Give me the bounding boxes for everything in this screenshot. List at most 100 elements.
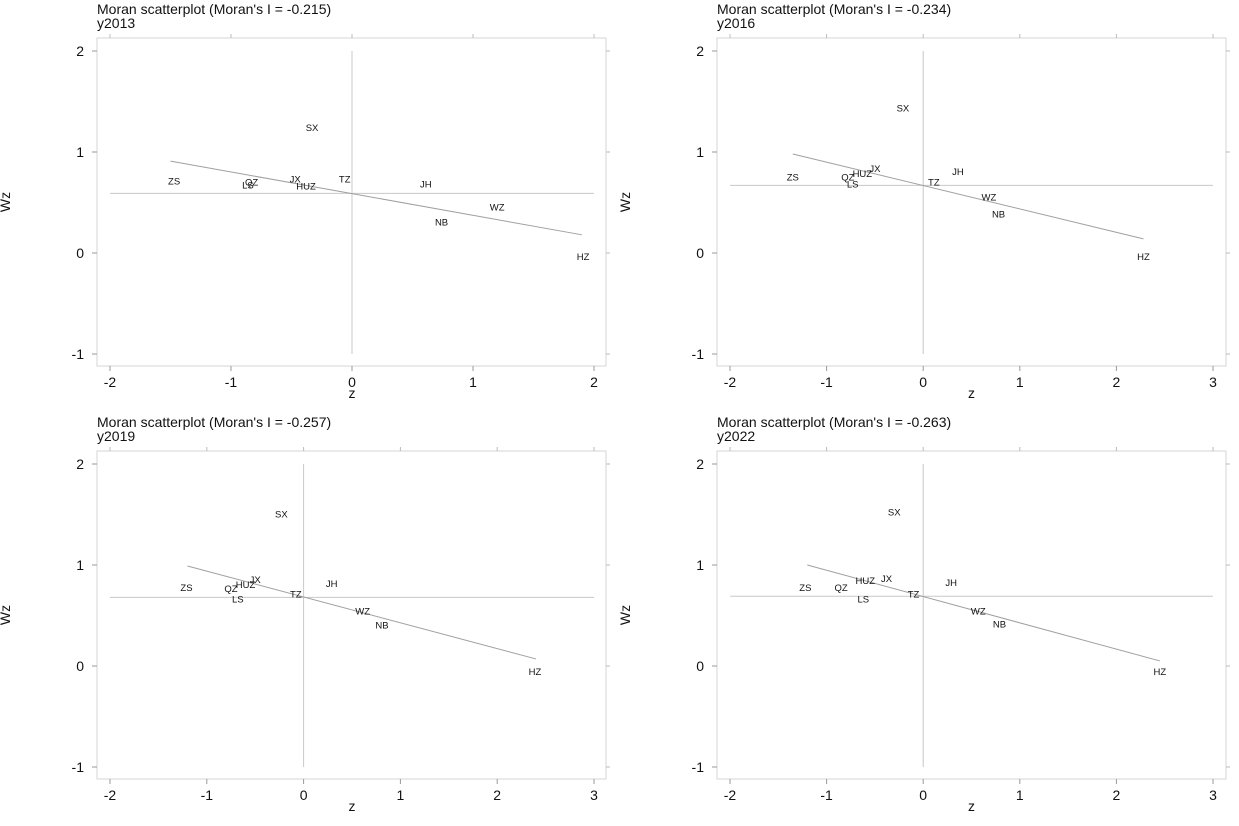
y-tick-label: 1: [76, 557, 84, 573]
x-tick-label: -1: [820, 787, 833, 803]
point-label-zs: ZS: [168, 176, 180, 187]
x-axis-title: z: [349, 798, 356, 814]
point-label-zs: ZS: [799, 583, 811, 594]
scatterplot-panel-2016: Moran scatterplot (Moran's I = -0.234) y…: [617, 0, 1239, 413]
x-tick-label: 1: [1016, 787, 1024, 803]
fit-line: [792, 153, 1144, 240]
point-label-zs: ZS: [787, 172, 799, 183]
point-label-jh: JH: [326, 579, 338, 590]
y-tick-label: 1: [76, 144, 84, 160]
y-axis-title: Wz: [617, 605, 633, 625]
point-label-wz: WZ: [355, 606, 370, 617]
x-tick-label: 0: [300, 787, 308, 803]
x-tick-label: 3: [1209, 374, 1217, 390]
fit-line: [187, 565, 537, 660]
y-tick-label: 1: [696, 144, 704, 160]
point-label-nb: NB: [375, 621, 388, 632]
y-tick-label: 2: [696, 43, 704, 59]
point-label-qz: QZ: [245, 177, 258, 188]
plot-frame: [716, 450, 1227, 780]
y-tick-label: -1: [692, 346, 705, 362]
x-tick-label: -1: [820, 374, 833, 390]
x-axis-title: z: [968, 798, 975, 814]
y-tick-label: -1: [692, 759, 705, 775]
x-tick-label: -2: [104, 787, 117, 803]
point-label-nb: NB: [435, 218, 448, 229]
y-axis-title: Wz: [0, 605, 13, 625]
x-axis-title: z: [349, 385, 356, 401]
point-label-jx: JX: [250, 575, 262, 586]
plot-frame: [716, 37, 1227, 367]
x-tick-label: 0: [919, 787, 927, 803]
point-label-ls: LS: [242, 180, 254, 191]
x-tick-label: 1: [1016, 374, 1024, 390]
scatterplot-panel-2019: Moran scatterplot (Moran's I = -0.257) y…: [0, 413, 620, 826]
chart-subtitle: y2019: [97, 428, 136, 444]
point-label-qz: QZ: [834, 583, 847, 594]
y-tick-label: 0: [696, 245, 704, 261]
fit-line: [170, 160, 582, 236]
x-tick-label: 2: [1113, 374, 1121, 390]
y-tick-label: 2: [76, 43, 84, 59]
y-tick-label: 0: [76, 658, 84, 674]
point-label-ls: LS: [847, 179, 859, 190]
point-label-tz: TZ: [339, 174, 351, 185]
scatterplot-panel-2013: Moran scatterplot (Moran's I = -0.215) y…: [0, 0, 620, 413]
point-label-tz: TZ: [928, 177, 940, 188]
point-label-jh: JH: [945, 578, 957, 589]
point-label-nb: NB: [992, 210, 1005, 221]
x-tick-label: 2: [1113, 787, 1121, 803]
point-label-wz: WZ: [971, 606, 986, 617]
point-label-jh: JH: [952, 167, 964, 178]
chart-title: Moran scatterplot (Moran's I = -0.234): [717, 1, 952, 17]
y-axis-title: Wz: [0, 192, 13, 212]
x-tick-label: 1: [397, 787, 405, 803]
point-label-sx: SX: [275, 510, 288, 521]
scatterplot-panel-2022: Moran scatterplot (Moran's I = -0.263) y…: [617, 413, 1239, 826]
point-label-hz: HZ: [1137, 252, 1150, 263]
y-tick-label: 1: [696, 557, 704, 573]
x-tick-label: 0: [919, 374, 927, 390]
chart-title: Moran scatterplot (Moran's I = -0.215): [97, 1, 332, 17]
point-label-hz: HZ: [577, 252, 590, 263]
point-label-ls: LS: [857, 594, 869, 605]
point-label-sx: SX: [897, 104, 910, 115]
point-label-huz: HUZ: [853, 169, 873, 180]
point-label-jx: JX: [290, 174, 302, 185]
x-tick-label: 3: [590, 787, 598, 803]
chart-subtitle: y2013: [97, 15, 136, 31]
point-label-jx: JX: [869, 164, 881, 175]
x-tick-label: -1: [201, 787, 214, 803]
y-tick-label: -1: [72, 346, 85, 362]
x-tick-label: 2: [493, 787, 501, 803]
y-tick-label: 2: [76, 456, 84, 472]
chart-subtitle: y2022: [717, 428, 756, 444]
point-label-sx: SX: [888, 507, 901, 518]
point-label-qz: QZ: [841, 172, 854, 183]
point-label-tz: TZ: [908, 589, 920, 600]
x-axis-title: z: [968, 385, 975, 401]
x-tick-label: -2: [104, 374, 117, 390]
point-label-tz: TZ: [290, 589, 302, 600]
fit-line: [807, 564, 1161, 662]
x-tick-label: 1: [469, 374, 477, 390]
point-label-huz: HUZ: [236, 580, 256, 591]
point-label-wz: WZ: [981, 192, 996, 203]
y-axis-title: Wz: [617, 192, 633, 212]
plot-frame: [96, 450, 607, 780]
point-label-hz: HZ: [1154, 667, 1167, 678]
point-label-huz: HUZ: [296, 181, 316, 192]
y-tick-label: 2: [696, 456, 704, 472]
y-tick-label: 0: [76, 245, 84, 261]
x-tick-label: 0: [348, 374, 356, 390]
point-label-hz: HZ: [529, 667, 542, 678]
chart-title: Moran scatterplot (Moran's I = -0.263): [717, 414, 952, 430]
x-tick-label: -2: [724, 374, 737, 390]
y-tick-label: 0: [696, 658, 704, 674]
point-label-sx: SX: [306, 123, 319, 134]
y-tick-label: -1: [72, 759, 85, 775]
